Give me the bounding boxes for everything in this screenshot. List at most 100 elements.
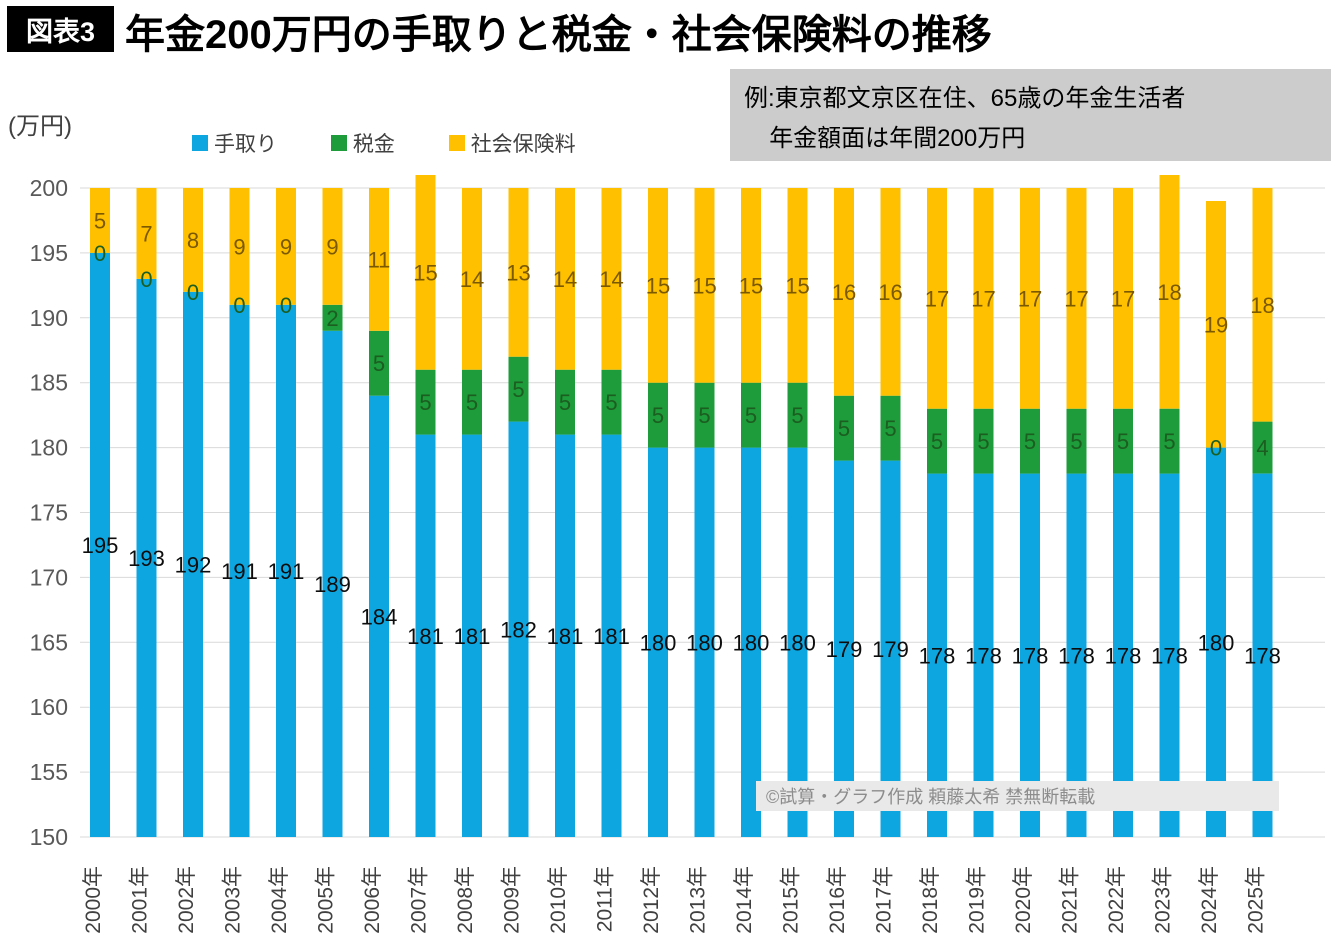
svg-text:175: 175 [30, 500, 68, 526]
svg-text:190: 190 [30, 305, 68, 331]
svg-text:15: 15 [785, 273, 809, 298]
svg-text:2013年: 2013年 [687, 866, 710, 934]
svg-text:180: 180 [640, 630, 677, 655]
svg-text:4: 4 [1256, 436, 1268, 461]
svg-text:178: 178 [1105, 643, 1142, 668]
svg-text:17: 17 [1018, 286, 1042, 311]
svg-text:181: 181 [407, 624, 444, 649]
svg-text:15: 15 [413, 260, 437, 285]
svg-text:2014年: 2014年 [733, 866, 756, 934]
svg-text:2019年: 2019年 [966, 866, 989, 934]
svg-text:2021年: 2021年 [1059, 866, 1082, 934]
svg-text:2000年: 2000年 [82, 866, 105, 934]
svg-text:0: 0 [233, 293, 245, 318]
svg-text:9: 9 [233, 234, 245, 259]
svg-text:2018年: 2018年 [919, 866, 942, 934]
svg-text:5: 5 [466, 390, 478, 415]
svg-text:15: 15 [646, 273, 670, 298]
svg-text:5: 5 [94, 208, 106, 233]
svg-text:2012年: 2012年 [640, 866, 663, 934]
svg-text:178: 178 [1244, 643, 1281, 668]
svg-text:185: 185 [30, 370, 68, 396]
svg-text:5: 5 [977, 429, 989, 454]
svg-text:180: 180 [779, 630, 816, 655]
svg-text:2003年: 2003年 [222, 866, 245, 934]
svg-text:5: 5 [1117, 429, 1129, 454]
svg-text:178: 178 [1151, 643, 1188, 668]
svg-text:2023年: 2023年 [1152, 866, 1175, 934]
svg-text:14: 14 [553, 267, 577, 292]
svg-text:14: 14 [599, 267, 623, 292]
svg-text:179: 179 [872, 637, 909, 662]
svg-text:14: 14 [460, 267, 484, 292]
svg-text:184: 184 [361, 604, 398, 629]
svg-text:2020年: 2020年 [1012, 866, 1035, 934]
svg-text:0: 0 [140, 267, 152, 292]
svg-text:180: 180 [733, 630, 770, 655]
svg-text:178: 178 [965, 643, 1002, 668]
svg-text:5: 5 [745, 403, 757, 428]
svg-text:2005年: 2005年 [315, 866, 338, 934]
svg-text:5: 5 [652, 403, 664, 428]
svg-text:2024年: 2024年 [1198, 866, 1221, 934]
svg-text:5: 5 [605, 390, 617, 415]
svg-text:195: 195 [82, 533, 119, 558]
svg-text:178: 178 [1012, 643, 1049, 668]
svg-text:179: 179 [826, 637, 863, 662]
svg-text:2007年: 2007年 [408, 866, 431, 934]
svg-text:2009年: 2009年 [501, 866, 524, 934]
svg-text:181: 181 [593, 624, 630, 649]
svg-text:2025年: 2025年 [1245, 866, 1268, 934]
svg-text:18: 18 [1157, 280, 1181, 305]
svg-text:7: 7 [140, 221, 152, 246]
svg-text:0: 0 [94, 241, 106, 266]
svg-text:192: 192 [175, 552, 212, 577]
svg-text:2001年: 2001年 [129, 866, 152, 934]
svg-text:0: 0 [1210, 436, 1222, 461]
svg-text:18: 18 [1250, 293, 1274, 318]
svg-text:195: 195 [30, 240, 68, 266]
svg-text:17: 17 [1111, 286, 1135, 311]
svg-text:5: 5 [1070, 429, 1082, 454]
svg-text:5: 5 [512, 377, 524, 402]
svg-text:2011年: 2011年 [594, 866, 617, 932]
svg-text:2006年: 2006年 [361, 866, 384, 934]
svg-text:2010年: 2010年 [547, 866, 570, 934]
svg-text:11: 11 [368, 247, 391, 272]
svg-text:181: 181 [547, 624, 584, 649]
svg-text:180: 180 [30, 435, 68, 461]
svg-text:16: 16 [878, 280, 902, 305]
svg-text:5: 5 [1024, 429, 1036, 454]
svg-text:5: 5 [931, 429, 943, 454]
svg-text:182: 182 [500, 617, 537, 642]
svg-text:5: 5 [373, 351, 385, 376]
svg-text:2002年: 2002年 [175, 866, 198, 934]
svg-text:17: 17 [925, 286, 949, 311]
svg-text:2015年: 2015年 [780, 866, 803, 934]
svg-text:191: 191 [268, 559, 305, 584]
svg-text:9: 9 [326, 234, 338, 259]
svg-text:5: 5 [1163, 429, 1175, 454]
svg-text:13: 13 [506, 260, 530, 285]
svg-text:189: 189 [314, 572, 351, 597]
svg-text:2017年: 2017年 [873, 866, 896, 934]
svg-text:8: 8 [187, 228, 199, 253]
svg-text:2008年: 2008年 [454, 866, 477, 934]
svg-text:150: 150 [30, 824, 68, 850]
svg-text:2004年: 2004年 [268, 866, 291, 934]
svg-text:0: 0 [280, 293, 292, 318]
svg-text:0: 0 [187, 280, 199, 305]
svg-text:191: 191 [221, 559, 258, 584]
svg-text:2022年: 2022年 [1105, 866, 1128, 934]
svg-text:19: 19 [1204, 312, 1228, 337]
svg-text:5: 5 [419, 390, 431, 415]
svg-text:178: 178 [919, 643, 956, 668]
svg-text:180: 180 [686, 630, 723, 655]
svg-text:181: 181 [454, 624, 491, 649]
svg-text:5: 5 [838, 416, 850, 441]
svg-text:160: 160 [30, 694, 68, 720]
svg-text:5: 5 [559, 390, 571, 415]
svg-text:15: 15 [739, 273, 763, 298]
svg-text:193: 193 [128, 546, 165, 571]
svg-text:180: 180 [1198, 630, 1235, 655]
